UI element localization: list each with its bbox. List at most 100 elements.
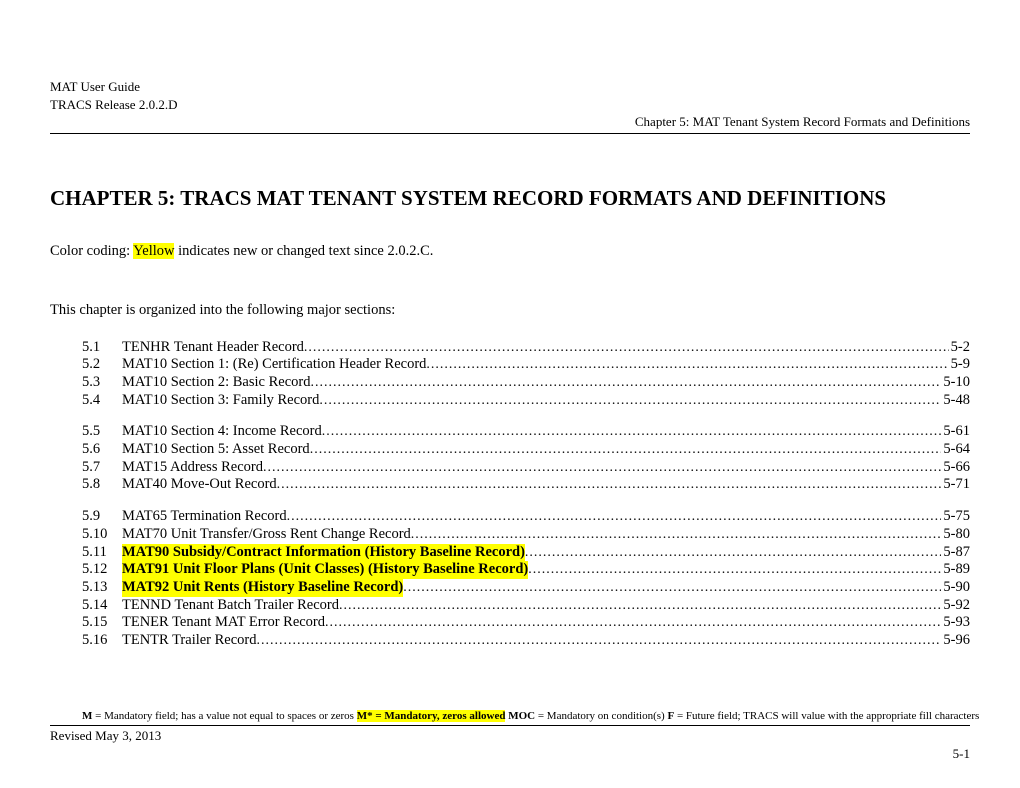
toc-entry-leader bbox=[322, 423, 942, 440]
toc-entry: 5.1TENHR Tenant Header Record 5-2 bbox=[50, 339, 970, 357]
toc-entry-number: 5.13 bbox=[82, 579, 122, 597]
legend-moc-label: MOC bbox=[508, 710, 535, 722]
toc-entry: 5.12MAT91 Unit Floor Plans (Unit Classes… bbox=[50, 561, 970, 579]
toc-entry-number: 5.1 bbox=[82, 339, 122, 357]
toc-entry-title: MAT91 Unit Floor Plans (Unit Classes) (H… bbox=[122, 561, 528, 579]
toc-entry: 5.3MAT10 Section 2: Basic Record 5-10 bbox=[50, 374, 970, 392]
toc-entry-number: 5.14 bbox=[82, 597, 122, 615]
toc-group: 5.1TENHR Tenant Header Record 5-25.2MAT1… bbox=[50, 339, 970, 410]
header-rule bbox=[50, 133, 970, 134]
toc-entry: 5.5MAT10 Section 4: Income Record 5-61 bbox=[50, 423, 970, 441]
toc-entry-number: 5.7 bbox=[82, 459, 122, 477]
intro-text: This chapter is organized into the follo… bbox=[50, 302, 970, 319]
toc-entry-title: TENER Tenant MAT Error Record bbox=[122, 614, 325, 632]
revised-date: Revised May 3, 2013 bbox=[50, 728, 970, 744]
toc-entry-title: MAT10 Section 1: (Re) Certification Head… bbox=[122, 356, 426, 374]
toc-entry-title: MAT65 Termination Record bbox=[122, 508, 287, 526]
toc-entry-leader bbox=[528, 561, 941, 578]
legend-moc-text: = Mandatory on condition(s) bbox=[535, 710, 667, 722]
page-footer: M = Mandatory field; has a value not equ… bbox=[50, 710, 970, 762]
toc-entry-title: MAT92 Unit Rents (History Baseline Recor… bbox=[122, 579, 403, 597]
legend-m-label: M bbox=[82, 710, 92, 722]
toc-entry-leader bbox=[403, 579, 941, 596]
table-of-contents: 5.1TENHR Tenant Header Record 5-25.2MAT1… bbox=[50, 339, 970, 650]
toc-entry-title: MAT10 Section 5: Asset Record bbox=[122, 441, 310, 459]
toc-entry-number: 5.15 bbox=[82, 614, 122, 632]
toc-entry-leader bbox=[277, 476, 942, 493]
legend-footnote: M = Mandatory field; has a value not equ… bbox=[50, 710, 970, 722]
toc-entry-title: MAT15 Address Record bbox=[122, 459, 263, 477]
toc-entry-page: 5-64 bbox=[941, 441, 970, 459]
toc-entry-number: 5.2 bbox=[82, 356, 122, 374]
toc-entry-leader bbox=[325, 614, 941, 631]
toc-entry-page: 5-2 bbox=[949, 339, 970, 357]
toc-entry: 5.13MAT92 Unit Rents (History Baseline R… bbox=[50, 579, 970, 597]
toc-entry-page: 5-66 bbox=[941, 459, 970, 477]
toc-entry-page: 5-75 bbox=[941, 508, 970, 526]
toc-entry-title: MAT70 Unit Transfer/Gross Rent Change Re… bbox=[122, 526, 411, 544]
toc-entry-leader bbox=[411, 526, 942, 543]
toc-entry-number: 5.8 bbox=[82, 476, 122, 494]
toc-entry-leader bbox=[263, 459, 941, 476]
color-coding-note: Color coding: Yellow indicates new or ch… bbox=[50, 243, 970, 260]
toc-entry-page: 5-96 bbox=[941, 632, 970, 650]
header-line-2: TRACS Release 2.0.2.D bbox=[50, 96, 970, 114]
toc-entry-number: 5.5 bbox=[82, 423, 122, 441]
color-coding-highlight: Yellow bbox=[133, 243, 174, 259]
toc-entry-page: 5-10 bbox=[941, 374, 970, 392]
toc-entry-leader bbox=[525, 544, 942, 561]
toc-entry-number: 5.3 bbox=[82, 374, 122, 392]
legend-mstar-label: M* = Mandatory, zeros allowed bbox=[357, 710, 506, 722]
toc-entry-leader bbox=[426, 356, 948, 373]
toc-entry-number: 5.10 bbox=[82, 526, 122, 544]
page-header: MAT User Guide TRACS Release 2.0.2.D Cha… bbox=[50, 78, 970, 134]
toc-entry-number: 5.12 bbox=[82, 561, 122, 579]
toc-entry-number: 5.16 bbox=[82, 632, 122, 650]
toc-entry-leader bbox=[257, 632, 942, 649]
chapter-title: CHAPTER 5: TRACS MAT TENANT SYSTEM RECOR… bbox=[50, 186, 970, 211]
toc-entry-leader bbox=[287, 508, 942, 525]
toc-entry-title: MAT10 Section 4: Income Record bbox=[122, 423, 322, 441]
toc-entry-title: TENHR Tenant Header Record bbox=[122, 339, 304, 357]
toc-entry: 5.6MAT10 Section 5: Asset Record 5-64 bbox=[50, 441, 970, 459]
toc-entry-leader bbox=[310, 441, 942, 458]
toc-entry-number: 5.11 bbox=[82, 544, 122, 562]
toc-entry-leader bbox=[319, 392, 941, 409]
toc-entry-leader bbox=[310, 374, 941, 391]
color-coding-suffix: indicates new or changed text since 2.0.… bbox=[174, 243, 433, 259]
footer-rule bbox=[50, 725, 970, 726]
toc-entry-page: 5-89 bbox=[941, 561, 970, 579]
toc-entry: 5.9MAT65 Termination Record 5-75 bbox=[50, 508, 970, 526]
toc-entry: 5.15TENER Tenant MAT Error Record 5-93 bbox=[50, 614, 970, 632]
toc-entry-page: 5-61 bbox=[941, 423, 970, 441]
page-number: 5-1 bbox=[50, 746, 970, 762]
toc-entry-page: 5-92 bbox=[941, 597, 970, 615]
toc-entry: 5.10MAT70 Unit Transfer/Gross Rent Chang… bbox=[50, 526, 970, 544]
toc-group: 5.9MAT65 Termination Record 5-755.10MAT7… bbox=[50, 508, 970, 650]
toc-entry: 5.7MAT15 Address Record 5-66 bbox=[50, 459, 970, 477]
color-coding-prefix: Color coding: bbox=[50, 243, 133, 259]
toc-entry: 5.8MAT40 Move-Out Record 5-71 bbox=[50, 476, 970, 494]
toc-entry-number: 5.9 bbox=[82, 508, 122, 526]
toc-entry-title: MAT10 Section 2: Basic Record bbox=[122, 374, 310, 392]
toc-entry-leader bbox=[304, 339, 949, 356]
toc-entry-title: MAT90 Subsidy/Contract Information (Hist… bbox=[122, 544, 525, 562]
header-line-3: Chapter 5: MAT Tenant System Record Form… bbox=[50, 113, 970, 131]
toc-entry-title: TENND Tenant Batch Trailer Record bbox=[122, 597, 339, 615]
toc-entry-title: TENTR Trailer Record bbox=[122, 632, 257, 650]
toc-entry-title: MAT40 Move-Out Record bbox=[122, 476, 277, 494]
legend-f-text: = Future field; TRACS will value with th… bbox=[674, 710, 979, 722]
toc-entry-page: 5-90 bbox=[941, 579, 970, 597]
toc-entry-page: 5-48 bbox=[941, 392, 970, 410]
toc-entry-page: 5-80 bbox=[941, 526, 970, 544]
toc-entry-page: 5-9 bbox=[949, 356, 970, 374]
toc-entry: 5.16TENTR Trailer Record 5-96 bbox=[50, 632, 970, 650]
toc-entry-page: 5-93 bbox=[941, 614, 970, 632]
legend-m-text: = Mandatory field; has a value not equal… bbox=[92, 710, 356, 722]
toc-entry: 5.11MAT90 Subsidy/Contract Information (… bbox=[50, 544, 970, 562]
header-line-1: MAT User Guide bbox=[50, 78, 970, 96]
toc-entry-number: 5.4 bbox=[82, 392, 122, 410]
toc-group: 5.5MAT10 Section 4: Income Record 5-615.… bbox=[50, 423, 970, 494]
toc-entry: 5.14TENND Tenant Batch Trailer Record 5-… bbox=[50, 597, 970, 615]
toc-entry-leader bbox=[339, 597, 941, 614]
